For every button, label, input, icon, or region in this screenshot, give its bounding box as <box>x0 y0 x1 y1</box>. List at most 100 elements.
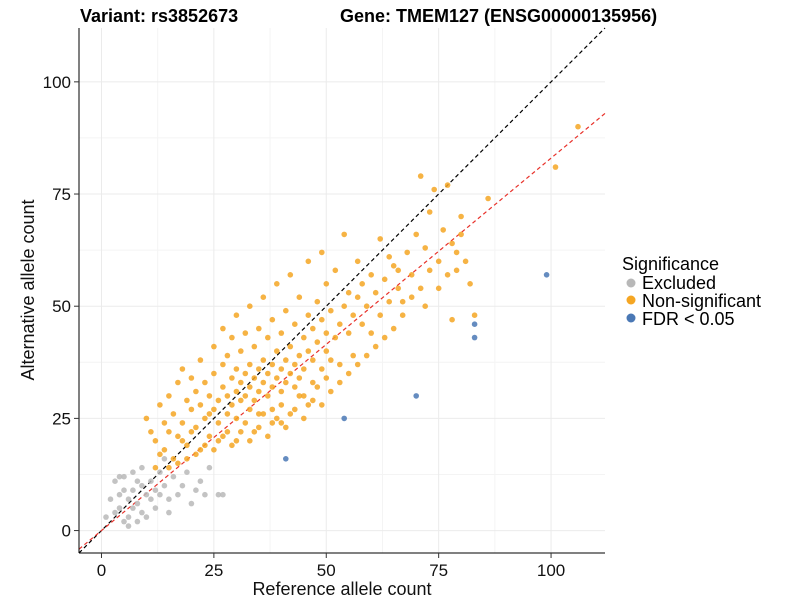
point-non-significant <box>462 258 469 265</box>
x-tick-label: 50 <box>317 561 336 580</box>
point-non-significant <box>283 307 289 314</box>
point-excluded <box>220 491 226 498</box>
legend-label-non-significant: Non-significant <box>642 291 761 311</box>
point-non-significant <box>386 253 393 260</box>
point-non-significant <box>337 321 343 328</box>
point-non-significant <box>575 123 581 130</box>
x-axis-label: Reference allele count <box>252 579 431 599</box>
point-non-significant <box>552 164 559 170</box>
identity-line <box>78 27 606 554</box>
point-non-significant <box>179 366 186 372</box>
point-non-significant <box>301 366 307 372</box>
point-excluded <box>148 496 154 503</box>
point-non-significant <box>157 402 163 408</box>
point-fdr-0-05 <box>283 456 289 462</box>
point-non-significant <box>233 312 240 319</box>
point-non-significant <box>242 420 249 426</box>
legend: Significance Excluded Non-significant FD… <box>622 254 761 329</box>
point-non-significant <box>220 384 226 390</box>
chart-title-variant: Variant: rs3852673 <box>80 6 238 26</box>
point-non-significant <box>220 361 226 368</box>
y-axis-label: Alternative allele count <box>18 199 38 380</box>
point-non-significant <box>260 357 267 363</box>
point-non-significant <box>202 379 208 386</box>
point-non-significant <box>152 438 159 444</box>
point-non-significant <box>265 334 271 341</box>
grid-lines <box>79 28 605 553</box>
point-non-significant <box>359 321 366 328</box>
point-non-significant <box>345 370 352 377</box>
point-fdr-0-05 <box>341 415 348 422</box>
point-non-significant <box>283 424 289 431</box>
point-non-significant <box>224 411 231 417</box>
point-non-significant <box>251 343 258 350</box>
point-non-significant <box>467 281 473 287</box>
point-excluded <box>161 456 168 462</box>
point-non-significant <box>363 352 370 359</box>
point-excluded <box>107 496 114 503</box>
point-non-significant <box>310 379 316 386</box>
point-non-significant <box>328 307 334 314</box>
point-non-significant <box>247 384 253 390</box>
point-non-significant <box>206 411 213 417</box>
point-non-significant <box>206 393 213 399</box>
point-non-significant <box>274 348 280 354</box>
point-non-significant <box>399 298 406 305</box>
point-non-significant <box>354 361 361 368</box>
point-non-significant <box>238 348 244 354</box>
point-excluded <box>152 487 159 494</box>
point-non-significant <box>314 339 321 345</box>
x-tick-label: 100 <box>537 561 565 580</box>
point-non-significant <box>238 429 244 435</box>
point-non-significant <box>175 433 181 440</box>
y-tick-label: 25 <box>52 409 71 428</box>
point-excluded <box>157 469 163 476</box>
point-non-significant <box>247 438 253 444</box>
point-fdr-0-05 <box>471 321 478 328</box>
point-non-significant <box>215 438 222 444</box>
point-non-significant <box>377 312 384 319</box>
point-non-significant <box>179 420 186 426</box>
point-excluded <box>175 491 181 498</box>
point-non-significant <box>251 429 258 435</box>
point-non-significant <box>233 415 240 422</box>
point-non-significant <box>395 267 402 274</box>
point-non-significant <box>202 442 208 449</box>
point-non-significant <box>435 258 442 265</box>
point-non-significant <box>453 249 460 256</box>
point-non-significant <box>449 316 455 323</box>
point-non-significant <box>193 388 199 395</box>
y-tick-label: 75 <box>52 185 71 204</box>
point-non-significant <box>319 366 325 372</box>
point-non-significant <box>197 357 204 363</box>
point-non-significant <box>305 258 312 265</box>
point-non-significant <box>328 388 334 395</box>
point-non-significant <box>296 375 303 381</box>
point-excluded <box>125 523 132 529</box>
point-non-significant <box>184 456 190 462</box>
point-non-significant <box>170 456 177 462</box>
point-non-significant <box>255 411 262 417</box>
point-non-significant <box>215 420 222 426</box>
point-non-significant <box>305 402 312 408</box>
point-excluded <box>166 509 172 516</box>
point-non-significant <box>184 397 190 404</box>
point-non-significant <box>296 393 303 399</box>
point-non-significant <box>166 429 172 435</box>
point-excluded <box>193 487 199 494</box>
point-excluded <box>206 464 213 471</box>
point-non-significant <box>148 429 154 435</box>
point-non-significant <box>305 348 312 354</box>
point-non-significant <box>255 424 262 431</box>
point-non-significant <box>301 393 307 399</box>
point-non-significant <box>381 334 388 341</box>
point-excluded <box>197 478 204 485</box>
point-non-significant <box>179 438 186 444</box>
point-non-significant <box>224 352 231 359</box>
point-non-significant <box>292 321 298 328</box>
point-non-significant <box>354 258 361 265</box>
point-excluded <box>112 478 118 485</box>
point-non-significant <box>395 285 402 292</box>
point-excluded <box>157 491 163 498</box>
point-non-significant <box>314 384 321 390</box>
